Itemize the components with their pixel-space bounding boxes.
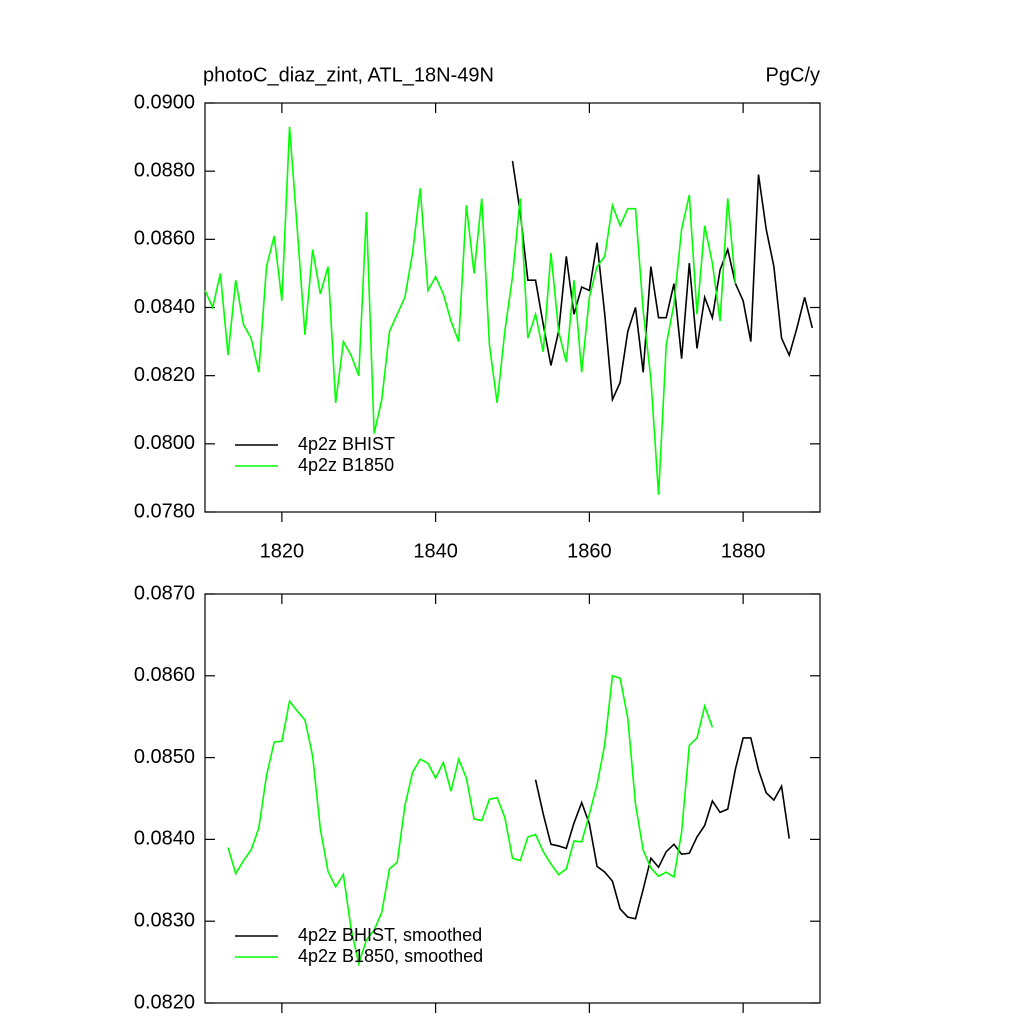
legend-label: 4p2z BHIST [298, 434, 395, 454]
chart-title: photoC_diaz_zint, ATL_18N-49N [203, 64, 494, 86]
data-line [534, 737, 791, 920]
x-tick-label: 1880 [721, 540, 766, 562]
x-tick-label: 1840 [413, 540, 458, 562]
y-tick-label: 0.0820 [134, 364, 195, 386]
y-tick-label: 0.0800 [134, 432, 195, 454]
y-tick-label: 0.0860 [134, 228, 195, 250]
units-label: PgC/y [766, 64, 820, 86]
y-tick-label: 0.0780 [134, 500, 195, 522]
legend-label: 4p2z B1850 [298, 455, 394, 475]
legend-label: 4p2z B1850, smoothed [298, 946, 483, 966]
y-tick-label: 0.0860 [134, 664, 195, 686]
y-tick-label: 0.0880 [134, 159, 195, 181]
y-tick-label: 0.0840 [134, 296, 195, 318]
y-tick-label: 0.0870 [134, 582, 195, 604]
data-line [227, 674, 714, 967]
legend-label: 4p2z BHIST, smoothed [298, 925, 482, 945]
y-tick-label: 0.0840 [134, 828, 195, 850]
y-tick-label: 0.0830 [134, 909, 195, 931]
x-tick-label: 1820 [260, 540, 305, 562]
x-tick-label: 1860 [567, 540, 612, 562]
y-tick-label: 0.0850 [134, 746, 195, 768]
data-line [511, 160, 814, 403]
plot-frame [204, 593, 821, 1004]
data-line [204, 126, 737, 496]
y-tick-label: 0.0900 [134, 91, 195, 113]
y-tick-label: 0.0820 [134, 991, 195, 1013]
